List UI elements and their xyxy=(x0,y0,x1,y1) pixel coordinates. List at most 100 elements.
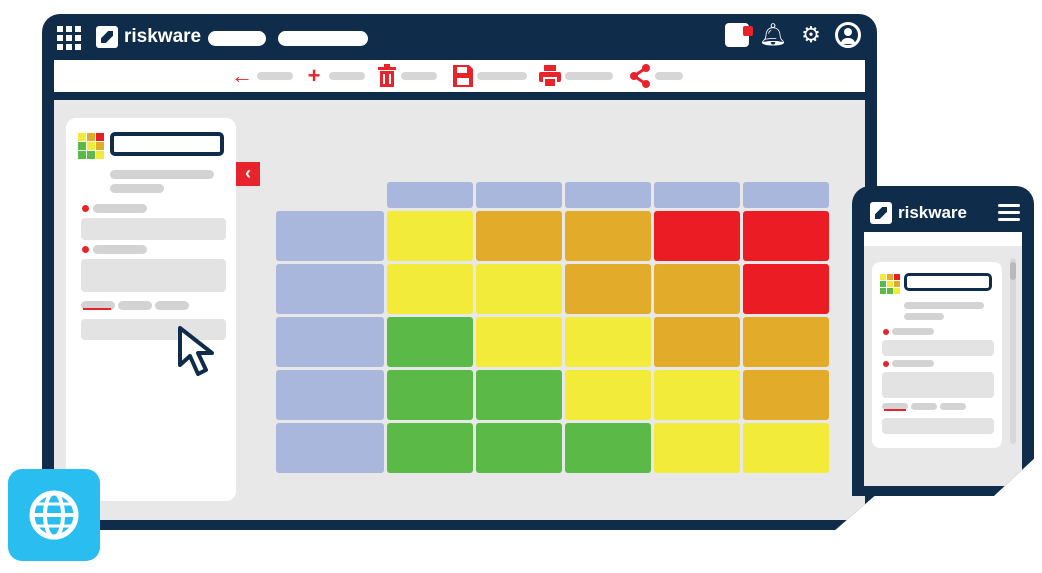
mobile-brand-name: riskware xyxy=(898,203,967,222)
matrix-column-header[interactable] xyxy=(387,182,473,208)
subtitle-placeholder-2 xyxy=(904,313,944,320)
collapse-panel-button[interactable]: ‹ xyxy=(236,162,260,186)
print-label-placeholder xyxy=(565,72,613,80)
required-dot xyxy=(82,205,89,212)
brand-logo[interactable]: riskware xyxy=(96,26,201,48)
matrix-cell-yellow[interactable] xyxy=(654,370,740,420)
matrix-cell-green[interactable] xyxy=(476,423,562,473)
matrix-cell-orange[interactable] xyxy=(565,211,651,261)
nav-tab-placeholder-1[interactable] xyxy=(208,31,266,46)
matrix-cell-orange[interactable] xyxy=(476,211,562,261)
matrix-cell-green[interactable] xyxy=(476,370,562,420)
tab-placeholder-3[interactable] xyxy=(940,403,966,410)
tab-placeholder-3[interactable] xyxy=(155,301,189,310)
matrix-cell-orange[interactable] xyxy=(654,317,740,367)
matrix-cell-orange[interactable] xyxy=(743,317,829,367)
bell-icon[interactable]: 🔔︎ xyxy=(759,22,787,47)
add-icon: + xyxy=(307,63,321,88)
subtitle-placeholder xyxy=(110,170,214,179)
nav-tab-placeholder-2[interactable] xyxy=(278,31,368,46)
share-label-placeholder xyxy=(655,72,683,80)
matrix-column-header[interactable] xyxy=(476,182,562,208)
mobile-risk-card xyxy=(872,262,1002,448)
matrix-row-header[interactable] xyxy=(276,211,384,261)
matrix-cell-yellow[interactable] xyxy=(743,423,829,473)
tab-placeholder-2[interactable] xyxy=(118,301,152,310)
add-label-placeholder xyxy=(329,72,365,80)
top-icons: 🔔︎ ⚙︎ xyxy=(725,22,861,48)
desktop-window: riskware 🔔︎ ⚙︎ ← + xyxy=(42,14,877,530)
print-icon xyxy=(539,65,561,88)
brand-name: riskware xyxy=(124,26,202,47)
action-toolbar: ← + xyxy=(54,60,865,92)
title-input[interactable] xyxy=(110,132,224,156)
save-label-placeholder xyxy=(477,72,527,80)
matrix-cell-yellow[interactable] xyxy=(565,317,651,367)
matrix-cell-yellow[interactable] xyxy=(387,211,473,261)
notification-badge-icon[interactable] xyxy=(725,23,753,47)
matrix-row-header[interactable] xyxy=(276,370,384,420)
matrix-cell-yellow[interactable] xyxy=(654,423,740,473)
required-dot xyxy=(883,361,889,367)
field-label-placeholder xyxy=(892,360,934,367)
mobile-textarea-field[interactable] xyxy=(882,372,994,398)
save-button[interactable] xyxy=(452,64,527,88)
mobile-toolbar xyxy=(864,232,1022,246)
chevron-left-icon: ‹ xyxy=(245,163,251,183)
matrix-cell-yellow[interactable] xyxy=(476,317,562,367)
gear-icon[interactable]: ⚙︎ xyxy=(801,22,821,47)
print-button[interactable] xyxy=(538,64,613,88)
mobile-workspace xyxy=(864,232,1022,486)
subtitle-placeholder xyxy=(904,302,984,309)
delete-button[interactable] xyxy=(376,64,437,88)
text-field[interactable] xyxy=(81,218,226,240)
back-label-placeholder xyxy=(257,72,293,80)
mobile-window: riskware xyxy=(852,186,1034,496)
matrix-column-header[interactable] xyxy=(565,182,651,208)
matrix-cell-green[interactable] xyxy=(387,423,473,473)
tab-placeholder-2[interactable] xyxy=(911,403,937,410)
matrix-cell-yellow[interactable] xyxy=(565,370,651,420)
mobile-tab-content-field[interactable] xyxy=(882,418,994,434)
matrix-cell-orange[interactable] xyxy=(743,370,829,420)
tab-placeholder-1[interactable] xyxy=(81,301,115,310)
matrix-row-header[interactable] xyxy=(276,264,384,314)
workspace: ‹ xyxy=(54,100,865,520)
matrix-cell-yellow[interactable] xyxy=(476,264,562,314)
tab-placeholder-1[interactable] xyxy=(882,403,908,410)
matrix-column-header[interactable] xyxy=(743,182,829,208)
risk-detail-panel xyxy=(66,118,236,501)
matrix-cell-orange[interactable] xyxy=(565,264,651,314)
back-button[interactable]: ← xyxy=(230,64,293,88)
matrix-cell-yellow[interactable] xyxy=(387,264,473,314)
globe-button[interactable] xyxy=(8,469,100,561)
matrix-row-header[interactable] xyxy=(276,317,384,367)
active-tab-underline xyxy=(884,409,906,411)
riskware-logo-icon xyxy=(96,26,118,48)
mobile-title-input[interactable] xyxy=(904,273,992,291)
matrix-cell-green[interactable] xyxy=(387,370,473,420)
textarea-field[interactable] xyxy=(81,259,226,292)
top-navigation-bar: riskware 🔔︎ ⚙︎ xyxy=(42,14,877,60)
mobile-text-field[interactable] xyxy=(882,340,994,356)
mobile-scrollbar[interactable] xyxy=(1010,258,1016,444)
add-button[interactable]: + xyxy=(302,64,365,88)
matrix-cell-orange[interactable] xyxy=(654,264,740,314)
matrix-cell-red[interactable] xyxy=(654,211,740,261)
matrix-cell-red[interactable] xyxy=(743,264,829,314)
hamburger-menu-icon[interactable] xyxy=(998,204,1020,222)
required-dot xyxy=(883,329,889,335)
matrix-cell-green[interactable] xyxy=(565,423,651,473)
matrix-cell-green[interactable] xyxy=(387,317,473,367)
share-button[interactable] xyxy=(628,64,683,88)
back-arrow-icon: ← xyxy=(231,63,253,88)
matrix-cell-red[interactable] xyxy=(743,211,829,261)
matrix-row-header[interactable] xyxy=(276,423,384,473)
riskware-logo-icon xyxy=(870,202,892,224)
delete-label-placeholder xyxy=(401,72,437,80)
mobile-scrollbar-thumb[interactable] xyxy=(1010,262,1016,280)
user-avatar-icon[interactable] xyxy=(835,22,861,48)
matrix-column-header[interactable] xyxy=(654,182,740,208)
apps-grid-icon[interactable] xyxy=(57,26,81,50)
mobile-brand-logo[interactable]: riskware xyxy=(870,202,967,224)
